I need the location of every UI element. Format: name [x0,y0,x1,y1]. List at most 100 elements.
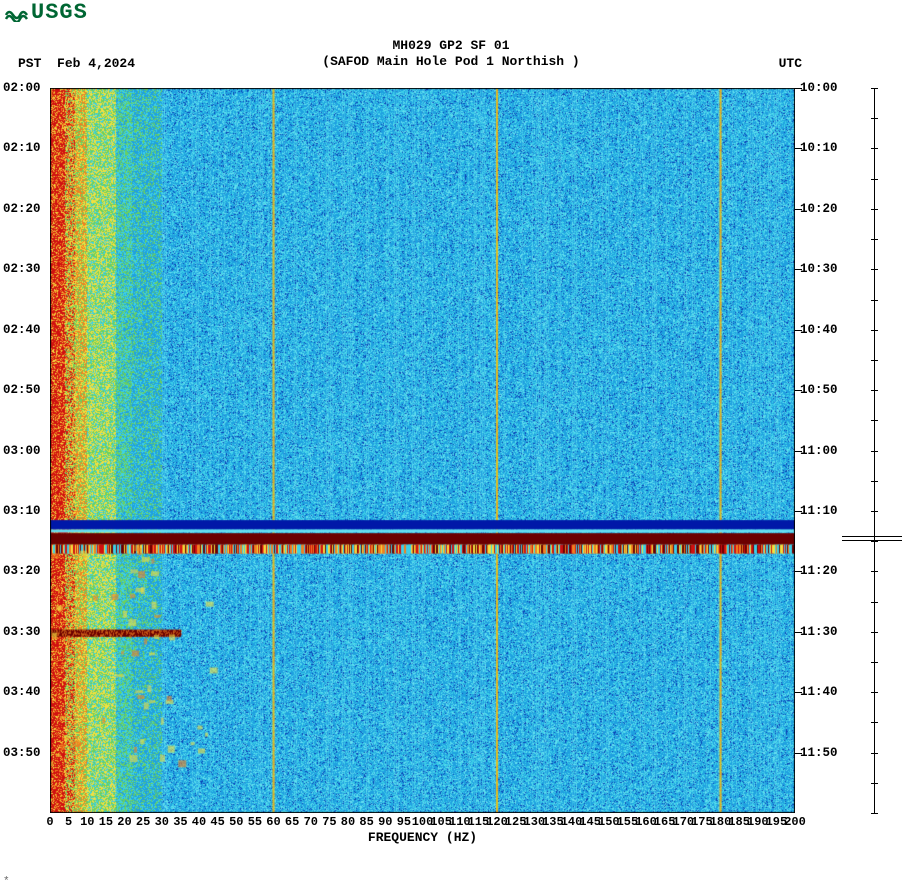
y-tick-left: 02:40 [3,323,41,337]
spectrogram-plot [50,88,795,813]
y-axis-left-pst: 02:0002:1002:2002:3002:4002:5003:0003:10… [3,88,48,813]
y-tick-left: 03:40 [3,685,41,699]
wave-icon [5,4,29,22]
y-tick-left: 02:00 [3,81,41,95]
sidebar-tick [871,722,878,723]
x-tick: 5 [65,815,72,829]
y-tick-right: 10:30 [800,262,838,276]
date-text: Feb 4,2024 [57,56,135,71]
y-tick-right: 10:40 [800,323,838,337]
x-tick: 70 [304,815,318,829]
y-axis-right-utc: 10:0010:1010:2010:3010:4010:5011:0011:10… [800,88,860,813]
y-tick-right: 11:30 [800,625,838,639]
y-tick-mark [795,88,802,89]
x-tick: 65 [285,815,299,829]
sidebar-tick [871,390,878,391]
x-tick: 30 [155,815,169,829]
x-tick: 35 [173,815,187,829]
x-tick: 20 [117,815,131,829]
sidebar-tick [871,783,878,784]
sidebar-tick [871,300,878,301]
sidebar-tick [871,330,878,331]
y-tick-left: 03:50 [3,746,41,760]
sidebar-tick [871,662,878,663]
sidebar-tick [871,753,878,754]
x-tick: 200 [784,815,806,829]
sidebar-tick [871,269,878,270]
y-tick-right: 10:10 [800,141,838,155]
y-tick-right: 11:10 [800,504,838,518]
y-tick-left: 02:10 [3,141,41,155]
footnote-mark: * [3,876,10,888]
y-tick-mark [795,571,802,572]
y-axis-right-tick-marks [795,88,803,813]
y-tick-mark [795,269,802,270]
sidebar-event-marker [842,536,902,537]
y-tick-right: 11:00 [800,444,838,458]
sidebar-tick [871,118,878,119]
logo-text: USGS [31,0,88,25]
spectrogram-canvas [50,88,795,813]
title-line-1: MH029 GP2 SF 01 [0,38,902,53]
x-axis-label: FREQUENCY (HZ) [50,830,795,845]
y-tick-left: 03:30 [3,625,41,639]
y-tick-mark [795,390,802,391]
sidebar-event-marker [842,540,902,541]
x-tick: 25 [136,815,150,829]
sidebar-tick [871,511,878,512]
sidebar-tick [871,179,878,180]
sidebar-tick [871,602,878,603]
y-tick-right: 10:50 [800,383,838,397]
x-tick: 0 [46,815,53,829]
y-tick-right: 11:40 [800,685,838,699]
sidebar-tick [871,209,878,210]
x-tick: 50 [229,815,243,829]
y-tick-right: 10:00 [800,81,838,95]
x-tick: 15 [99,815,113,829]
x-tick: 60 [266,815,280,829]
x-tick: 90 [378,815,392,829]
y-tick-mark [795,692,802,693]
x-tick: 55 [248,815,262,829]
sidebar-tick [871,813,878,814]
pst-date-label: PST Feb 4,2024 [18,56,135,71]
sidebar-tick [871,148,878,149]
sidebar-tick [871,88,878,89]
amplitude-sidebar [862,88,892,813]
y-tick-left: 03:00 [3,444,41,458]
sidebar-tick [871,451,878,452]
y-tick-mark [795,753,802,754]
sidebar-tick [871,571,878,572]
x-axis-ticks: 0510152025303540455055606570758085909510… [50,815,795,831]
y-tick-right: 11:50 [800,746,838,760]
x-tick: 95 [397,815,411,829]
y-tick-left: 02:20 [3,202,41,216]
y-tick-right: 11:20 [800,564,838,578]
title-line-2: (SAFOD Main Hole Pod 1 Northish ) [0,54,902,69]
y-tick-left: 02:50 [3,383,41,397]
x-tick: 85 [359,815,373,829]
y-tick-mark [795,632,802,633]
y-tick-mark [795,511,802,512]
sidebar-tick [871,420,878,421]
x-tick: 10 [80,815,94,829]
utc-label: UTC [779,56,802,71]
x-tick: 75 [322,815,336,829]
y-tick-left: 03:10 [3,504,41,518]
y-tick-mark [795,330,802,331]
sidebar-tick [871,481,878,482]
pst-text: PST [18,56,41,71]
y-tick-left: 03:20 [3,564,41,578]
usgs-logo: USGS [5,0,88,25]
x-tick: 45 [210,815,224,829]
x-tick: 40 [192,815,206,829]
sidebar-tick [871,360,878,361]
y-tick-mark [795,209,802,210]
y-tick-right: 10:20 [800,202,838,216]
y-tick-mark [795,148,802,149]
x-tick: 80 [341,815,355,829]
y-tick-left: 02:30 [3,262,41,276]
sidebar-tick [871,239,878,240]
y-tick-mark [795,451,802,452]
sidebar-tick [871,692,878,693]
